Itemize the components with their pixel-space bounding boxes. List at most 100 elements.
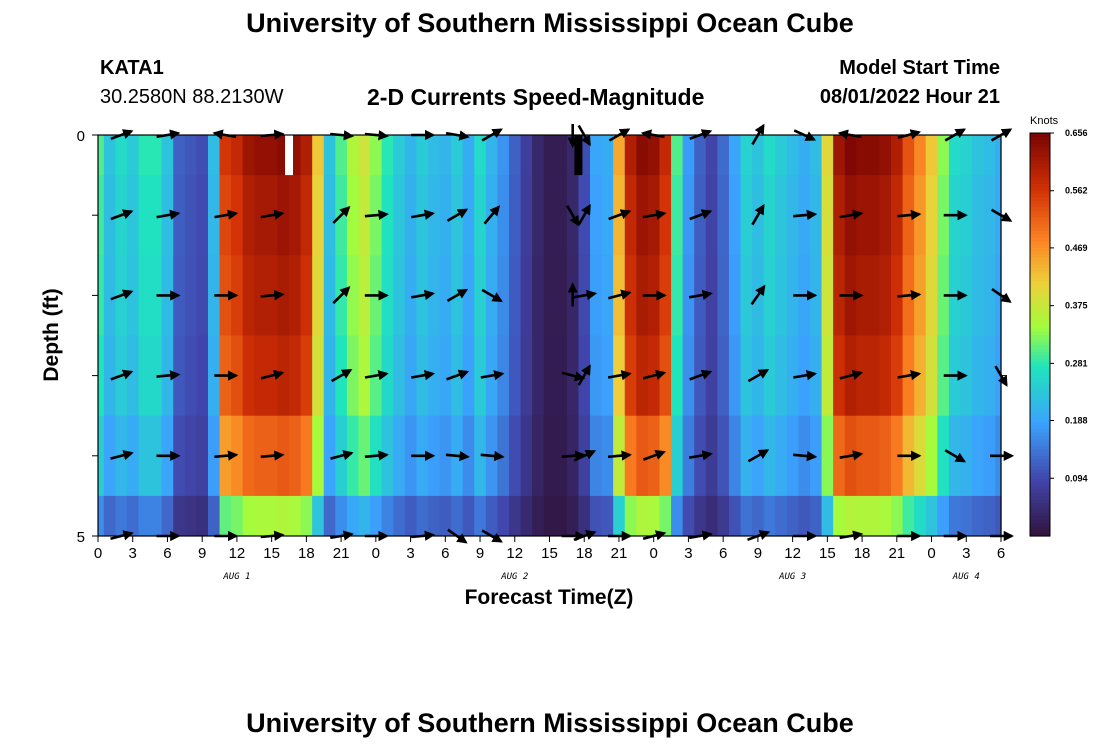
heatmap-cell [207,335,221,417]
heatmap-cell [925,135,938,176]
heatmap-cell [98,415,105,497]
heatmap-cell [150,335,163,417]
x-tick-label: 9 [476,545,484,562]
heatmap-cell [763,175,776,256]
colorbar-swatch [1030,284,1050,289]
heatmap-cell [520,135,533,176]
heatmap-cell [705,255,718,336]
colorbar-swatch [1030,223,1050,228]
colorbar-swatch [1030,193,1050,198]
heatmap-cells [98,135,1002,537]
heatmap-cell [462,495,475,537]
heatmap-cell [740,495,753,537]
heatmap-cell [995,255,1002,336]
colorbar-swatch [1030,468,1050,473]
heatmap-cell [590,335,603,417]
colorbar-swatch [1030,425,1050,430]
x-tick-label: 21 [611,545,628,562]
heatmap-cell [624,255,637,336]
heatmap-cell [289,335,302,417]
heatmap-cell [682,255,695,336]
colorbar-swatch [1030,371,1050,376]
heatmap-cell [242,415,255,497]
heatmap-cell [451,495,464,537]
heatmap-cell [659,175,672,256]
heatmap-cell [98,135,105,176]
heatmap-cell [358,495,371,537]
heatmap-cell [427,135,441,176]
colorbar-swatch [1030,351,1050,356]
current-arrow [839,369,864,380]
heatmap-cell [474,135,487,176]
heatmap-cell [103,415,116,497]
x-axis: 0 3 6 9 12 15 18 21 0 3 6 9 12 15 18 21 0 3 6 9 12 15 18 21 0 3 6 A… [94,536,1005,582]
heatmap-cell [381,335,394,417]
heatmap-cell [809,135,823,176]
colorbar-swatch [1030,438,1050,443]
current-arrow [332,205,351,224]
colorbar-swatch [1030,240,1050,245]
heatmap-cell [254,335,267,417]
heatmap-cell [555,335,568,417]
colorbar-swatch [1030,210,1050,215]
x-tick-label: 0 [927,545,935,562]
colorbar-swatch [1030,203,1050,208]
colorbar-swatch [1030,163,1050,168]
current-arrow [260,209,285,220]
heatmap-cell [879,255,892,336]
heatmap-cell [728,495,742,537]
heatmap-cell [833,495,846,537]
heatmap-cell [775,335,788,417]
heatmap-cell [231,135,244,176]
heatmap-cell [265,495,279,537]
colorbar-swatch [1030,431,1050,436]
current-arrow [561,450,586,461]
heatmap-cell [346,495,360,537]
heatmap-cell [647,135,661,176]
colorbar: Knots 0.094 0.188 0.281 0.375 0.469 0.562 0.65… [1029,115,1088,537]
current-arrow [607,289,632,300]
colorbar-swatch [1030,405,1050,409]
colorbar-swatch [1030,146,1050,151]
current-arrow [607,370,632,381]
colorbar-swatch [1030,233,1050,238]
heatmap-cell [184,255,198,336]
heatmap-cell [300,175,313,256]
colorbar-swatch [1030,495,1050,500]
heatmap-cell [786,135,800,176]
current-arrow [793,450,818,462]
heatmap-cell [972,135,985,176]
colorbar-swatch [1030,512,1050,517]
heatmap-cell [995,135,1002,176]
heatmap-cell [451,135,464,176]
heatmap-cell [103,175,116,256]
colorbar-swatch [1030,257,1050,262]
colorbar-swatch [1030,190,1050,195]
heatmap-cell [358,255,371,336]
heatmap-cell [462,135,475,176]
current-arrow [747,449,770,463]
heatmap-cell [126,255,140,336]
current-arrow [411,209,436,220]
current-arrow [445,450,470,462]
heatmap-cell [323,415,336,497]
heatmap-cell [497,495,510,537]
heatmap-cell [335,135,348,176]
x-tick-label: 12 [229,545,246,562]
current-arrow [607,450,632,461]
heatmap-cell [393,255,406,336]
heatmap-cell [474,175,487,256]
heatmap-cell [937,135,950,176]
heatmap-cell [508,175,522,256]
colorbar-swatch [1030,317,1050,322]
colorbar-swatch [1030,465,1050,470]
colorbar-swatch [1030,435,1050,440]
date-label: AUG 3 [778,572,806,582]
heatmap-cell [485,495,499,537]
heatmap-cell [254,415,267,497]
heatmap-cell [312,255,325,336]
colorbar-unit: Knots [1030,115,1059,127]
heatmap-cell [717,255,730,336]
current-arrow [110,289,134,301]
heatmap-cell [590,135,603,176]
